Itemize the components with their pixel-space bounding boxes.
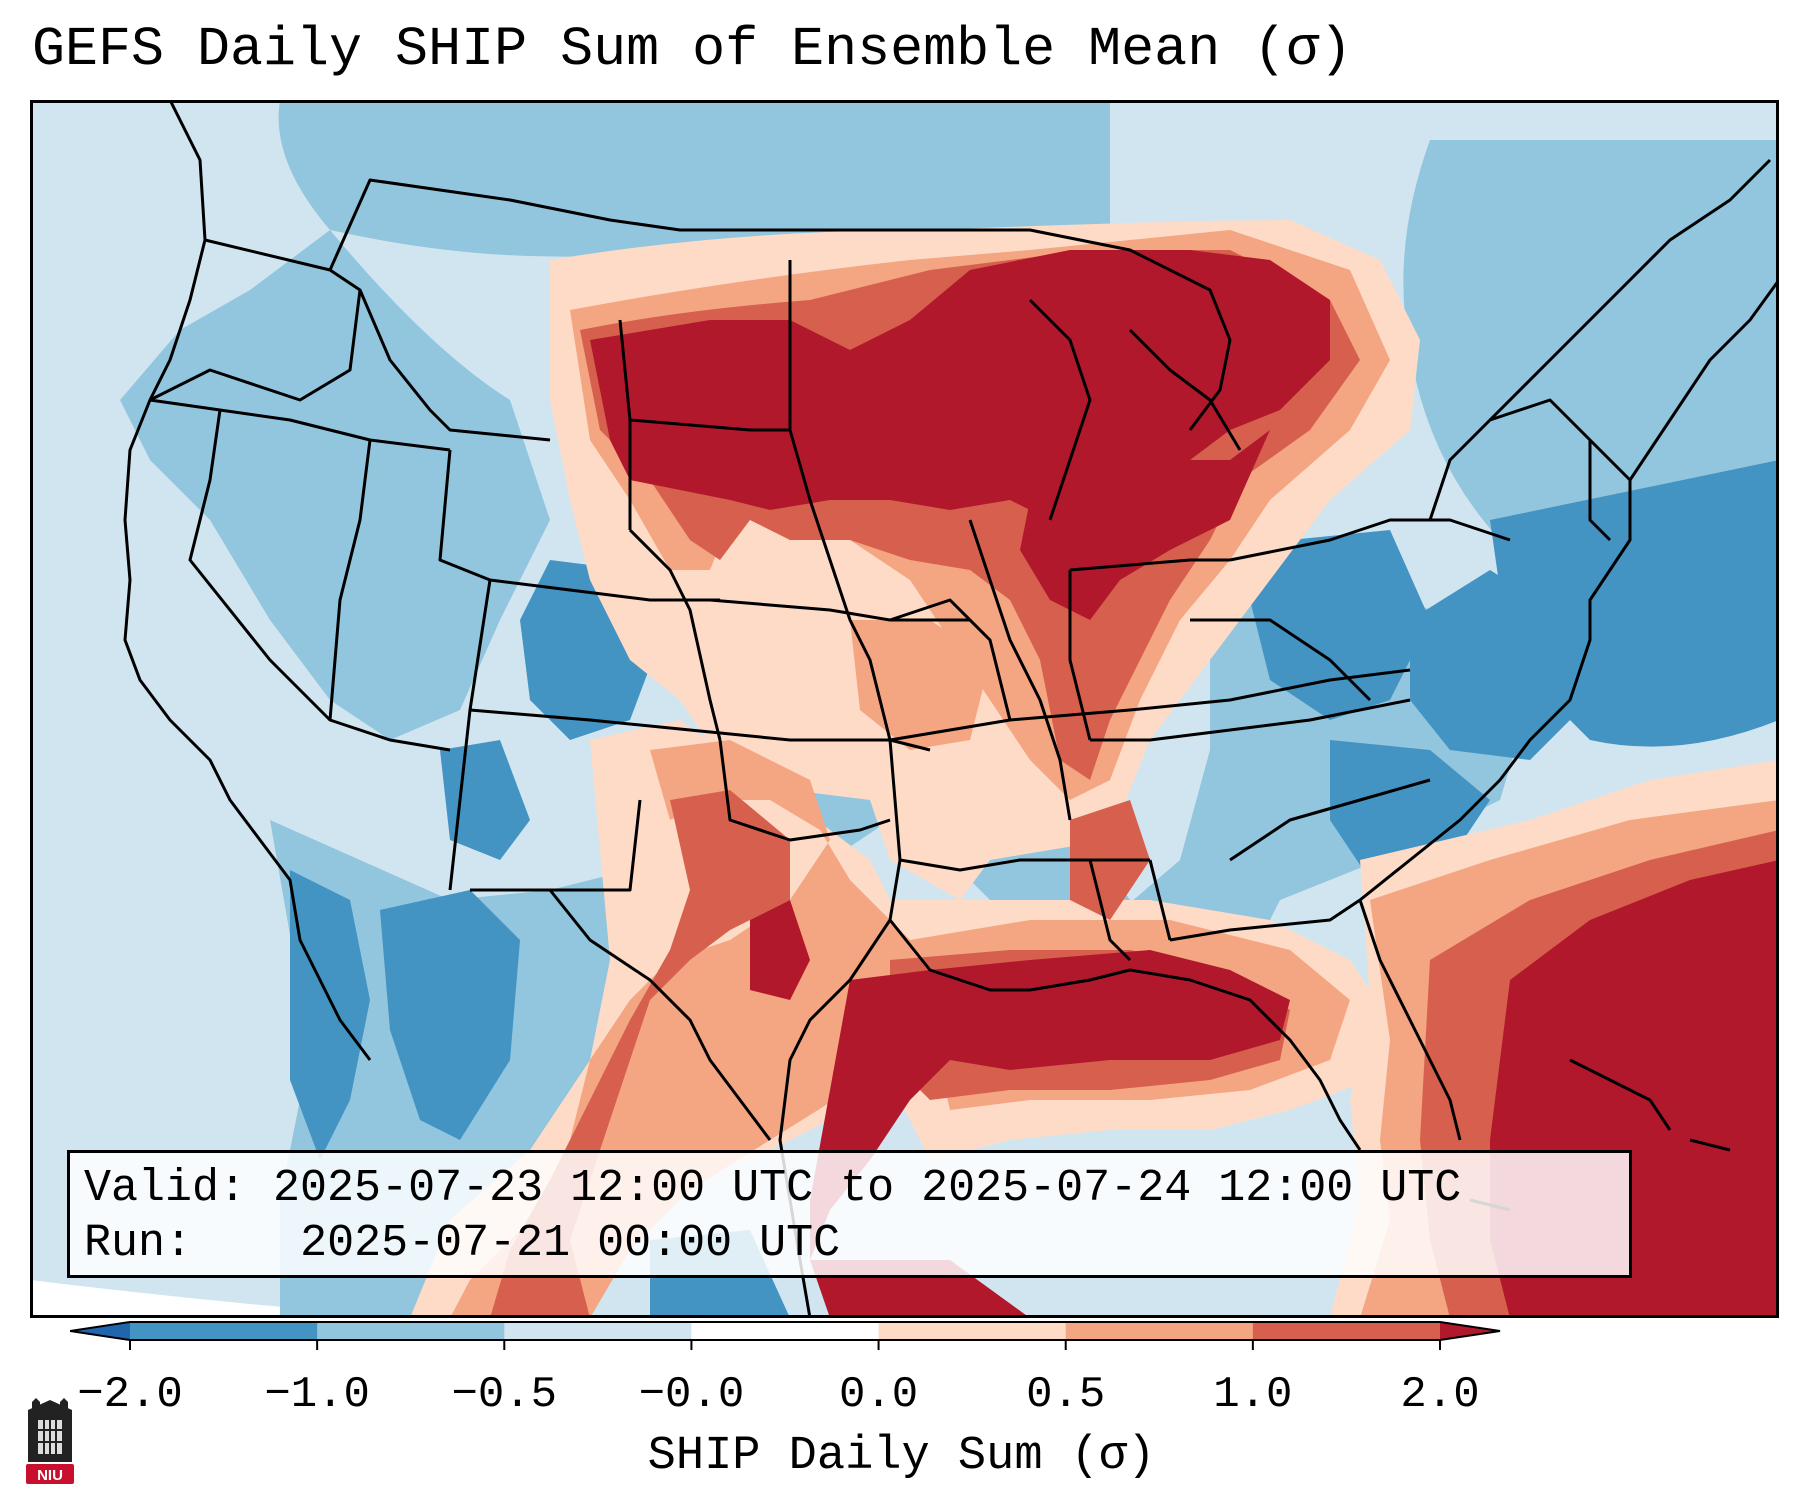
valid-run-info-box: Valid: 2025-07-23 12:00 UTC to 2025-07-2… bbox=[67, 1150, 1632, 1278]
colorbar-segment bbox=[1065, 1322, 1254, 1340]
colorbar-segment bbox=[691, 1322, 880, 1340]
colorbar-segment bbox=[878, 1322, 1067, 1340]
colorbar-tick-label: 0.0 bbox=[839, 1370, 918, 1420]
colorbar: −2.0 −1.0 −0.5 −0.0 0.0 0.5 1.0 2.0 bbox=[70, 1321, 1501, 1420]
run-value: 2025-07-21 00:00 UTC bbox=[300, 1218, 841, 1269]
colorbar-label: SHIP Daily Sum (σ) bbox=[647, 1430, 1156, 1483]
map-title: GEFS Daily SHIP Sum of Ensemble Mean (σ) bbox=[32, 18, 1353, 81]
colorbar-tick-label: 0.5 bbox=[1026, 1370, 1105, 1420]
map-panel bbox=[30, 100, 1779, 1318]
colorbar-segment bbox=[317, 1322, 505, 1340]
colorbar-tick-label: −0.0 bbox=[639, 1370, 745, 1420]
valid-value: 2025-07-23 12:00 UTC to 2025-07-24 12:00… bbox=[273, 1163, 1462, 1214]
field-extreme-above-normal bbox=[590, 250, 1779, 1318]
colorbar-tick-label: 1.0 bbox=[1213, 1370, 1292, 1420]
colorbar-extend-min bbox=[70, 1322, 130, 1340]
colorbar-segment bbox=[130, 1322, 318, 1340]
colorbar-extend-max bbox=[1440, 1322, 1500, 1340]
colorbar-tick-label: −0.5 bbox=[451, 1370, 557, 1420]
colorbar-tick-label: 2.0 bbox=[1400, 1370, 1479, 1420]
logo-text: NIU bbox=[37, 1467, 63, 1484]
valid-label: Valid: bbox=[84, 1163, 247, 1214]
state-boundaries bbox=[123, 100, 1779, 1318]
run-label: Run: bbox=[84, 1218, 193, 1269]
colorbar-segment bbox=[504, 1322, 692, 1340]
map-border bbox=[30, 100, 1779, 1318]
colorbar-tick-label: −1.0 bbox=[264, 1370, 370, 1420]
colorbar-segment bbox=[1252, 1322, 1441, 1340]
colorbar-tick-label: −2.0 bbox=[77, 1370, 183, 1420]
niu-logo-icon: NIU bbox=[26, 1398, 74, 1484]
